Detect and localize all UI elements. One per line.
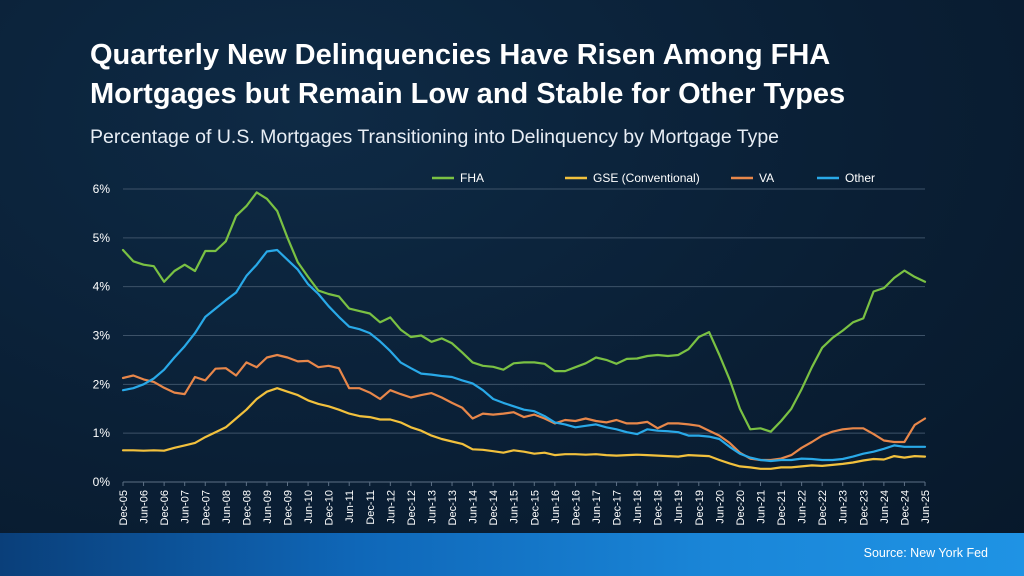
- x-tick-label: Dec-16: [570, 490, 582, 525]
- x-tick-label: Dec-15: [529, 490, 541, 525]
- chart-title: Quarterly New Delinquencies Have Risen A…: [90, 39, 846, 110]
- x-tick-label: Dec-11: [365, 490, 377, 525]
- x-tick-label: Jun-19: [673, 490, 685, 524]
- legend-label-fha: FHA: [460, 171, 484, 185]
- x-tick-label: Jun-22: [797, 490, 809, 524]
- x-tick-label: Dec-08: [241, 490, 253, 525]
- x-tick-label: Jun-25: [920, 490, 932, 524]
- x-tick-label: Dec-09: [283, 490, 295, 525]
- y-tick-label: 6%: [93, 182, 111, 196]
- x-tick-label: Jun-14: [468, 490, 480, 524]
- x-tick-label: Jun-23: [838, 490, 850, 524]
- chart-subtitle: Percentage of U.S. Mortgages Transitioni…: [90, 126, 780, 148]
- x-tick-label: Dec-14: [488, 490, 500, 525]
- x-tick-label: Jun-06: [139, 490, 151, 524]
- x-axis-ticks: Dec-05 Jun-06 Dec-06 Jun-07 Dec-07 Jun-08 Dec-…: [118, 482, 932, 525]
- x-tick-label: Dec-19: [694, 490, 706, 525]
- x-tick-label: Dec-13: [447, 490, 459, 525]
- y-tick-label: 0%: [93, 475, 111, 489]
- x-tick-label: Jun-16: [550, 490, 562, 524]
- x-tick-label: Dec-24: [899, 490, 911, 525]
- x-tick-label: Dec-22: [817, 490, 829, 525]
- y-tick-label: 4%: [93, 280, 111, 294]
- legend: FHA GSE (Conventional) VA Other: [432, 171, 875, 185]
- legend-label-gse-conventional: GSE (Conventional): [593, 171, 700, 185]
- x-tick-label: Dec-21: [776, 490, 788, 525]
- x-tick-label: Jun-15: [509, 490, 521, 524]
- series-line-other: [121, 248, 927, 463]
- x-tick-label: Dec-18: [653, 490, 665, 525]
- x-tick-label: Jun-18: [632, 490, 644, 524]
- x-tick-label: Jun-21: [755, 490, 767, 524]
- x-tick-label: Dec-17: [612, 490, 624, 525]
- footer-bar: [0, 533, 1024, 576]
- x-tick-label: Dec-10: [324, 490, 336, 525]
- x-tick-label: Dec-05: [118, 490, 130, 525]
- x-tick-label: Dec-20: [735, 490, 747, 525]
- y-tick-label: 5%: [93, 231, 111, 245]
- line-chart: 0%1%2%3%4%5%6% Dec-05 Jun-06 Dec-06 Jun-07 D…: [93, 171, 932, 525]
- x-tick-label: Jun-08: [221, 490, 233, 524]
- x-tick-label: Dec-12: [406, 490, 418, 525]
- x-tick-label: Jun-17: [591, 490, 603, 524]
- y-tick-label: 3%: [93, 329, 111, 343]
- x-tick-label: Jun-20: [714, 490, 726, 524]
- x-tick-label: Dec-06: [159, 490, 171, 525]
- y-tick-label: 1%: [93, 426, 111, 440]
- series-lines: [121, 191, 927, 470]
- x-tick-label: Jun-10: [303, 490, 315, 524]
- series-line-gse-conventional: [121, 387, 927, 470]
- x-tick-label: Jun-13: [426, 490, 438, 524]
- x-tick-label: Dec-07: [200, 490, 212, 525]
- x-tick-label: Jun-09: [262, 490, 274, 524]
- x-tick-label: Jun-11: [344, 490, 356, 523]
- series-line-fha: [121, 191, 927, 433]
- x-tick-label: Dec-23: [858, 490, 870, 525]
- x-tick-label: Jun-12: [385, 490, 397, 524]
- x-tick-label: Jun-07: [180, 490, 192, 524]
- x-tick-label: Jun-24: [879, 490, 891, 524]
- source-note: Source: New York Fed: [863, 546, 988, 560]
- y-tick-label: 2%: [93, 377, 111, 391]
- y-axis-ticks: 0% 1% 2% 3% 4% 5% 6%: [93, 182, 111, 489]
- gridlines: [123, 188, 925, 483]
- legend-label-other: Other: [845, 171, 875, 185]
- series-line-va: [121, 353, 927, 462]
- legend-label-va: VA: [759, 171, 774, 185]
